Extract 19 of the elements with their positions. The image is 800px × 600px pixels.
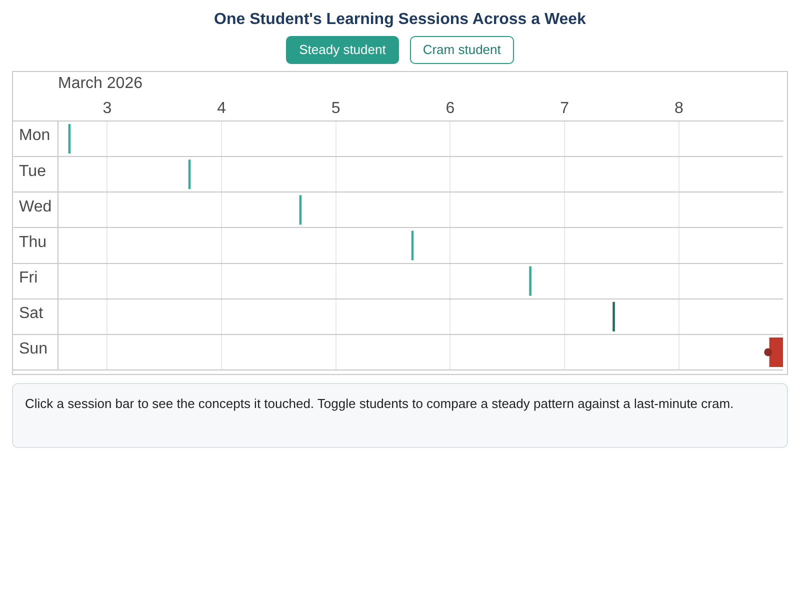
y-tick-label: Thu xyxy=(19,234,47,251)
chart-title: One Student's Learning Sessions Across a Week xyxy=(213,11,587,29)
x-axis-title: March 2026 xyxy=(58,75,143,92)
y-tick-label: Sun xyxy=(19,340,48,358)
text: Click a session bar to see the concepts it touched. Toggle students to compare a steady pattern against a last-minute cram. xyxy=(12,383,788,448)
toggle-button[interactable]: Cram student xyxy=(410,36,514,64)
x-tick-label: 7 xyxy=(560,100,570,117)
bar xyxy=(769,337,783,367)
x-tick-label: 8 xyxy=(674,100,684,117)
x-tick-label: 5 xyxy=(331,100,340,117)
x-tick-label: 3 xyxy=(102,100,112,117)
x-tick-label: 6 xyxy=(446,100,455,117)
y-tick-label: Mon xyxy=(19,127,50,144)
y-tick-label: Sat xyxy=(19,305,44,322)
y-tick-label: Fri xyxy=(19,269,38,286)
toggle-button[interactable]: Steady student xyxy=(286,36,399,64)
x-tick-label: 4 xyxy=(217,100,226,117)
y-tick-label: Tue xyxy=(19,162,46,180)
y-tick-label: Wed xyxy=(19,198,52,216)
